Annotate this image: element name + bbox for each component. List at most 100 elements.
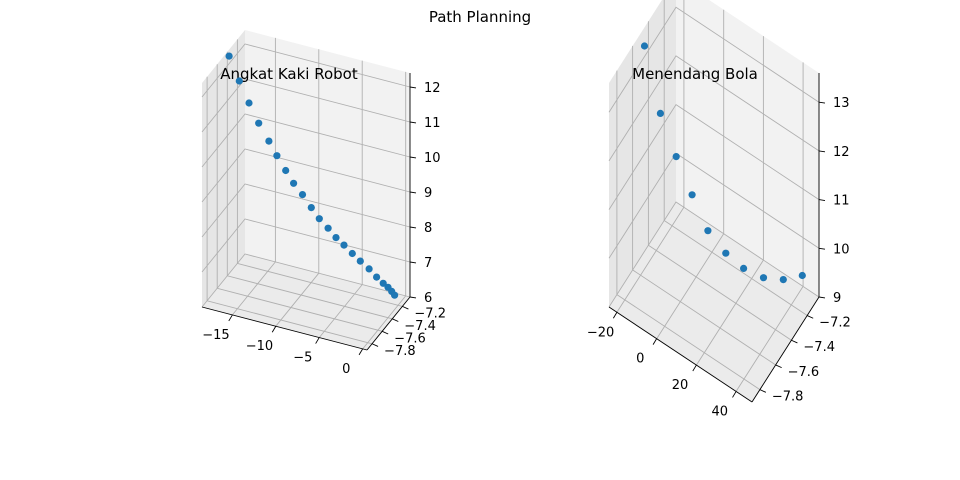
- z-tick-label: 9: [424, 186, 432, 201]
- y-tick-label: −7.2: [414, 306, 446, 321]
- z-tick-label: 10: [424, 151, 441, 166]
- x-tick-mark: [652, 338, 658, 345]
- z-tick-mark: [818, 296, 826, 299]
- x-tick-label: −20: [587, 325, 614, 340]
- data-point: [340, 241, 348, 249]
- data-point: [348, 249, 356, 258]
- z-tick-label: 10: [833, 242, 850, 257]
- z-grid-line: [608, 55, 820, 162]
- data-point: [779, 276, 787, 284]
- data-point: [379, 279, 387, 287]
- x-tick-mark: [732, 391, 737, 398]
- z-tick-label: 8: [424, 221, 432, 236]
- x-tick-mark: [315, 337, 320, 344]
- y-tick-label: −7.6: [394, 331, 426, 346]
- data-point: [255, 119, 263, 127]
- y-tick-label: −7.8: [772, 390, 804, 405]
- data-point: [798, 271, 806, 280]
- x-tick-mark: [692, 364, 697, 372]
- z-grid-line: [201, 253, 411, 308]
- y-tick-mark: [806, 315, 814, 319]
- data-point: [290, 179, 298, 187]
- y-tick-mark: [371, 343, 379, 347]
- z-tick-mark: [818, 150, 826, 153]
- z-grid-line: [201, 113, 411, 168]
- z-tick-mark: [818, 199, 826, 201]
- x-axis-line: [201, 306, 368, 351]
- z-tick-label: 13: [833, 96, 850, 111]
- data-point: [315, 215, 323, 223]
- z-tick-mark: [409, 296, 417, 299]
- data-point: [235, 77, 243, 85]
- z-tick-label: 7: [424, 256, 432, 271]
- figure-suptitle: Path Planning: [429, 8, 531, 26]
- y-tick-mark: [402, 305, 409, 310]
- data-point: [740, 264, 748, 272]
- z-tick-label: 12: [833, 145, 850, 160]
- z-tick-label: 12: [424, 81, 441, 96]
- data-point: [365, 265, 373, 273]
- y-tick-mark: [381, 330, 389, 335]
- data-point: [265, 137, 273, 145]
- z-tick-label: 9: [833, 291, 841, 306]
- pane-back: [245, 30, 410, 297]
- data-point: [391, 291, 399, 299]
- x-tick-label: −10: [246, 339, 273, 354]
- z-tick-mark: [409, 156, 417, 159]
- data-point: [245, 99, 253, 107]
- data-point: [282, 166, 290, 175]
- z-grid-line: [201, 148, 411, 203]
- x-axis-line: [608, 306, 753, 403]
- z-tick-mark: [818, 247, 826, 250]
- data-point: [356, 257, 364, 265]
- x-tick-label: 40: [711, 404, 728, 419]
- axes-title: Menendang Bola: [632, 65, 758, 83]
- x-tick-mark: [358, 348, 364, 356]
- y-axis-line: [751, 296, 820, 403]
- y-tick-mark: [791, 339, 798, 344]
- data-point: [688, 191, 696, 199]
- y-axis-line: [366, 296, 411, 351]
- pane-back: [676, 0, 819, 297]
- z-tick-mark: [409, 261, 417, 264]
- z-grid-line: [201, 218, 411, 273]
- data-point: [672, 153, 680, 161]
- z-grid-line: [201, 78, 411, 133]
- x-tick-label: 20: [672, 378, 689, 393]
- axes-menendang-bola: −20 0 20 40 −7.8 −7.6 −7.4 −7.2 9 10 11 12 13 Menend…: [587, 0, 851, 419]
- z-tick-mark: [409, 226, 417, 229]
- z-tick-mark: [409, 86, 417, 89]
- x-tick-label: −15: [202, 328, 229, 343]
- data-point: [656, 109, 665, 117]
- z-grid-line: [201, 43, 411, 98]
- pane-left: [202, 30, 245, 307]
- data-point: [722, 249, 730, 257]
- data-point: [640, 42, 649, 50]
- x-tick-label: −5: [293, 351, 312, 366]
- x-tick-label: 0: [636, 352, 644, 367]
- z-tick-label: 6: [424, 291, 432, 306]
- y-tick-label: −7.8: [384, 344, 416, 359]
- data-point: [759, 274, 768, 282]
- pane-left: [609, 0, 676, 307]
- y-tick-label: −7.4: [404, 319, 436, 334]
- pane-floor: [202, 254, 410, 350]
- z-tick-mark: [409, 121, 417, 124]
- data-point: [324, 224, 332, 232]
- y-tick-mark: [759, 389, 767, 393]
- z-grid-line: [201, 183, 411, 238]
- y-tick-mark: [775, 364, 782, 369]
- x-tick-mark: [228, 314, 233, 322]
- y-tick-label: −7.4: [803, 340, 835, 355]
- z-tick-label: 11: [424, 116, 441, 131]
- y-tick-label: −7.6: [788, 365, 820, 380]
- z-tick-label: 11: [833, 194, 850, 209]
- x-tick-label: 0: [342, 362, 350, 377]
- axes-angkat-kaki-robot: −15 −10 −5 0 −7.8−7.6−7.4−7.26 7 8 9 10 11 12 Angk…: [201, 30, 446, 377]
- axes-title: Angkat Kaki Robot: [220, 65, 358, 83]
- data-point: [298, 191, 307, 199]
- z-grid-line: [608, 6, 820, 113]
- z-grid-line: [608, 201, 820, 308]
- y-tick-label: −7.2: [819, 316, 851, 331]
